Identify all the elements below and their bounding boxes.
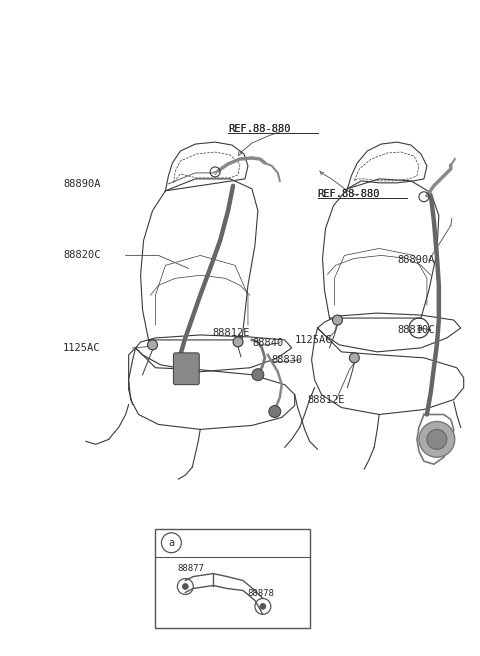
Circle shape xyxy=(349,353,360,363)
Text: 88878: 88878 xyxy=(247,589,274,598)
Circle shape xyxy=(147,340,157,350)
FancyBboxPatch shape xyxy=(173,353,199,384)
Text: REF.88-880: REF.88-880 xyxy=(228,124,290,134)
Text: a: a xyxy=(416,323,422,333)
Text: 1125AC: 1125AC xyxy=(295,335,332,345)
Circle shape xyxy=(269,405,281,417)
Text: a: a xyxy=(168,538,174,548)
Text: REF.88-880: REF.88-880 xyxy=(228,124,290,134)
Bar xyxy=(156,529,310,628)
Circle shape xyxy=(260,604,266,609)
Text: 88890A: 88890A xyxy=(63,179,100,189)
Text: REF.88-880: REF.88-880 xyxy=(318,189,380,199)
Text: 88812E: 88812E xyxy=(212,328,250,338)
Circle shape xyxy=(252,369,264,380)
Text: 88810C: 88810C xyxy=(397,325,434,335)
Text: 88890A: 88890A xyxy=(397,255,434,266)
Text: 88840: 88840 xyxy=(252,338,283,348)
Circle shape xyxy=(333,315,342,325)
Text: 88812E: 88812E xyxy=(308,394,345,405)
Text: 88820C: 88820C xyxy=(63,251,100,260)
Circle shape xyxy=(419,421,455,457)
Circle shape xyxy=(182,584,188,590)
Text: 88830: 88830 xyxy=(272,355,303,365)
Circle shape xyxy=(233,337,243,347)
Text: REF.88-880: REF.88-880 xyxy=(318,189,380,199)
Text: 88877: 88877 xyxy=(178,564,204,573)
Circle shape xyxy=(427,430,447,449)
Text: 1125AC: 1125AC xyxy=(63,343,100,353)
